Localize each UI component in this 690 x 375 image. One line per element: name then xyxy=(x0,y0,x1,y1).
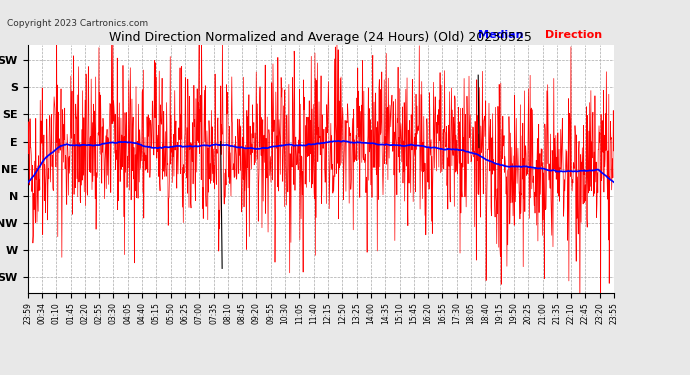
Text: Direction: Direction xyxy=(545,30,602,40)
Text: Median: Median xyxy=(477,30,523,40)
Title: Wind Direction Normalized and Average (24 Hours) (Old) 20230525: Wind Direction Normalized and Average (2… xyxy=(110,31,532,44)
Text: Copyright 2023 Cartronics.com: Copyright 2023 Cartronics.com xyxy=(7,19,148,28)
